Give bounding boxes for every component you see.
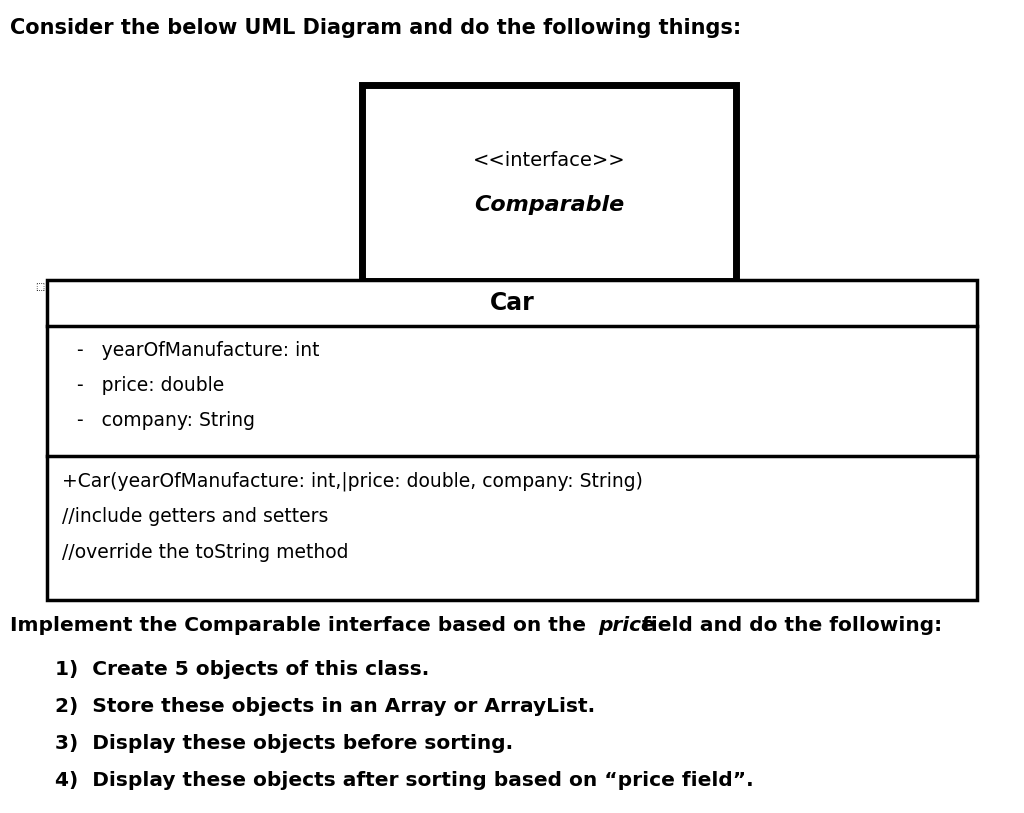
Bar bbox=[47, 280, 977, 600]
Text: 4)  Display these objects after sorting based on “price field”.: 4) Display these objects after sorting b… bbox=[55, 771, 754, 790]
Text: Implement the Comparable interface based on the: Implement the Comparable interface based… bbox=[10, 616, 593, 635]
Text: //include getters and setters: //include getters and setters bbox=[62, 507, 329, 526]
Text: -   company: String: - company: String bbox=[77, 411, 255, 430]
Text: //override the toString method: //override the toString method bbox=[62, 543, 348, 562]
Text: price: price bbox=[598, 616, 654, 635]
Text: -   price: double: - price: double bbox=[77, 376, 224, 395]
Text: Consider the below UML Diagram and do the following things:: Consider the below UML Diagram and do th… bbox=[10, 18, 741, 38]
Text: field and do the following:: field and do the following: bbox=[635, 616, 942, 635]
Text: ⬚: ⬚ bbox=[35, 282, 44, 292]
Text: -   yearOfManufacture: int: - yearOfManufacture: int bbox=[77, 341, 319, 360]
Bar bbox=[362, 85, 736, 281]
Text: Car: Car bbox=[489, 291, 535, 315]
Text: +Car(yearOfManufacture: int,|price: double, company: String): +Car(yearOfManufacture: int,|price: doub… bbox=[62, 471, 643, 490]
Text: 1)  Create 5 objects of this class.: 1) Create 5 objects of this class. bbox=[55, 660, 429, 679]
Text: 2)  Store these objects in an Array or ArrayList.: 2) Store these objects in an Array or Ar… bbox=[55, 697, 595, 716]
Text: 3)  Display these objects before sorting.: 3) Display these objects before sorting. bbox=[55, 734, 513, 753]
Text: Comparable: Comparable bbox=[474, 195, 624, 215]
Text: <<interface>>: <<interface>> bbox=[473, 151, 626, 171]
